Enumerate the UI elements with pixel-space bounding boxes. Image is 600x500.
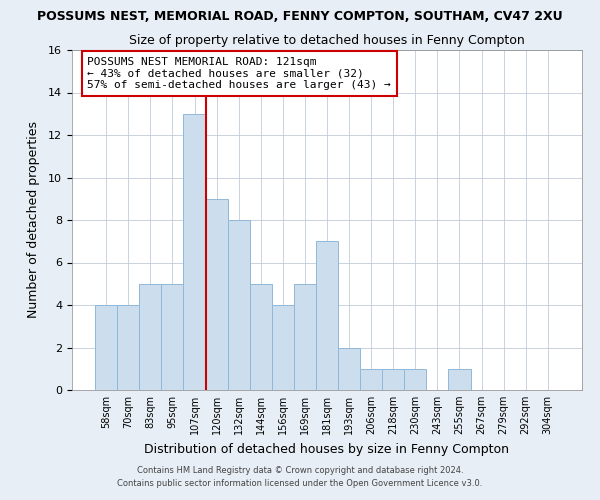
Bar bbox=[382, 369, 404, 390]
Bar bbox=[272, 305, 294, 390]
X-axis label: Distribution of detached houses by size in Fenny Compton: Distribution of detached houses by size … bbox=[145, 442, 509, 456]
Y-axis label: Number of detached properties: Number of detached properties bbox=[27, 122, 40, 318]
Bar bbox=[227, 220, 250, 390]
Bar bbox=[316, 242, 338, 390]
Bar bbox=[184, 114, 206, 390]
Bar bbox=[404, 369, 427, 390]
Bar bbox=[95, 305, 117, 390]
Text: Contains HM Land Registry data © Crown copyright and database right 2024.
Contai: Contains HM Land Registry data © Crown c… bbox=[118, 466, 482, 487]
Bar bbox=[294, 284, 316, 390]
Bar bbox=[206, 198, 227, 390]
Bar bbox=[250, 284, 272, 390]
Text: POSSUMS NEST MEMORIAL ROAD: 121sqm
← 43% of detached houses are smaller (32)
57%: POSSUMS NEST MEMORIAL ROAD: 121sqm ← 43%… bbox=[88, 57, 391, 90]
Bar bbox=[360, 369, 382, 390]
Bar bbox=[448, 369, 470, 390]
Bar bbox=[338, 348, 360, 390]
Bar bbox=[117, 305, 139, 390]
Text: POSSUMS NEST, MEMORIAL ROAD, FENNY COMPTON, SOUTHAM, CV47 2XU: POSSUMS NEST, MEMORIAL ROAD, FENNY COMPT… bbox=[37, 10, 563, 23]
Bar bbox=[139, 284, 161, 390]
Title: Size of property relative to detached houses in Fenny Compton: Size of property relative to detached ho… bbox=[129, 34, 525, 48]
Bar bbox=[161, 284, 184, 390]
